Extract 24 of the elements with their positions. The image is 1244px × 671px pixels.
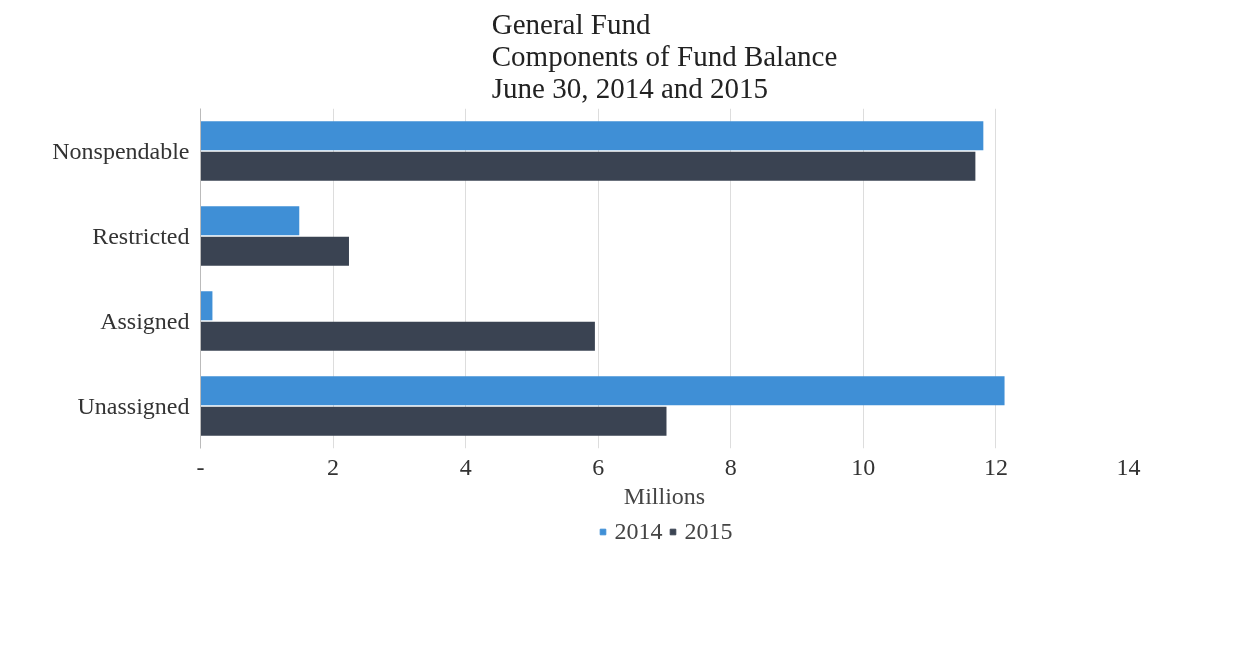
bar xyxy=(200,121,984,151)
y-tick-label: Nonspendable xyxy=(52,138,190,164)
x-tick-label: 14 xyxy=(1116,453,1141,480)
bar xyxy=(200,236,349,266)
y-tick-label: Restricted xyxy=(92,223,190,249)
legend-label: 2014 xyxy=(614,517,663,545)
x-tick-label: 6 xyxy=(592,453,605,480)
bar xyxy=(200,151,976,181)
bar xyxy=(200,321,595,351)
x-tick-label: 2 xyxy=(327,453,340,480)
bar xyxy=(200,376,1005,406)
bar xyxy=(200,206,300,236)
x-tick-label: 12 xyxy=(983,453,1008,480)
legend-label: 2015 xyxy=(684,517,733,545)
x-tick-label: 8 xyxy=(724,453,737,480)
y-tick-label: Unassigned xyxy=(77,393,190,419)
chart-title: General Fund Components of Fund Balance June 30, 2014 and 2015 xyxy=(491,7,838,104)
bar xyxy=(200,406,667,436)
x-tick-label: - xyxy=(196,453,205,480)
x-tick-label: 10 xyxy=(851,453,876,480)
bar xyxy=(200,291,213,321)
x-tick-label: 4 xyxy=(459,453,472,480)
x-axis-title: Millions xyxy=(623,482,706,509)
y-tick-label: Assigned xyxy=(100,308,190,334)
